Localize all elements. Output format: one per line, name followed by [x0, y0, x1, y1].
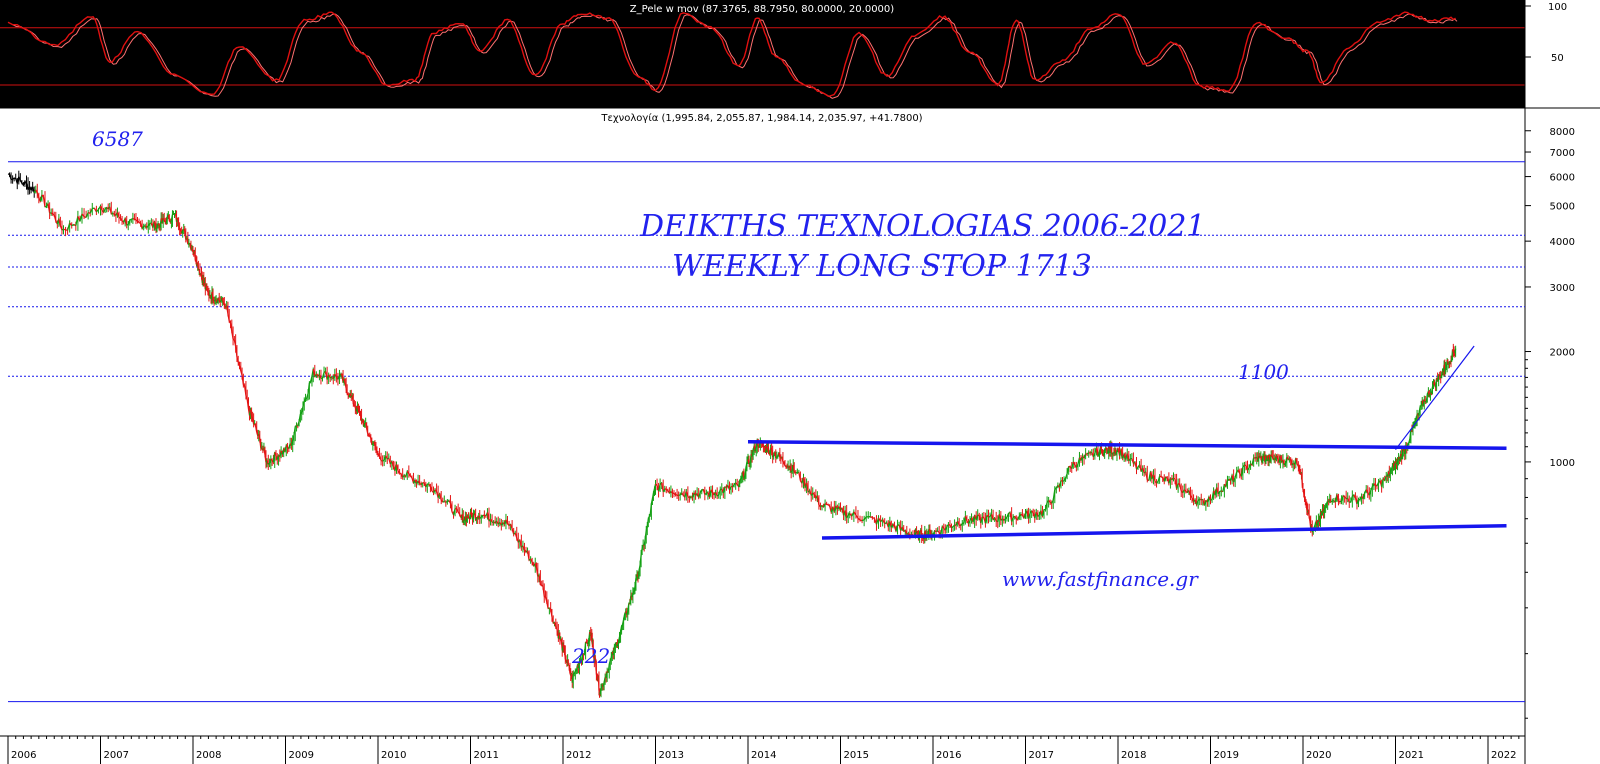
- x-tick-label: 2019: [1214, 750, 1239, 761]
- x-tick-label: 2017: [1029, 750, 1054, 761]
- y-tick-label: 6000: [1550, 173, 1575, 184]
- trendline: [821, 523, 1507, 540]
- x-tick-label: 2009: [289, 750, 314, 761]
- y-tick-label: 8000: [1550, 127, 1575, 138]
- annotation-website: www.fastfinance.gr: [1002, 567, 1199, 591]
- x-tick-label: 2015: [844, 750, 869, 761]
- osc-tick-50: 50: [1551, 53, 1564, 64]
- x-tick-label: 2006: [11, 750, 36, 761]
- y-tick-label: 3000: [1550, 283, 1575, 294]
- osc-tick-100: 100: [1548, 2, 1567, 13]
- price-title: Τεχνολογία (1,995.84, 2,055.87, 1,984.14…: [600, 112, 922, 124]
- oscillator-axis: [1525, 0, 1600, 108]
- x-tick-label: 2012: [566, 750, 591, 761]
- x-tick-label: 2020: [1306, 750, 1331, 761]
- horizontal-levels: [8, 161, 1525, 703]
- x-tick-label: 2014: [751, 750, 776, 761]
- trendline: [1395, 345, 1475, 451]
- x-tick-label: 2022: [1491, 750, 1516, 761]
- x-tick-label: 2007: [104, 750, 129, 761]
- price-axis: 8000 7000 6000 5000 4000 3000 2000 1000: [1525, 127, 1575, 719]
- trendlines: [747, 345, 1507, 540]
- x-tick-label: 2011: [474, 750, 499, 761]
- oscillator-pane: [0, 0, 1525, 108]
- y-tick-label: 5000: [1550, 202, 1575, 213]
- oscillator-title: Z_Pele w mov (87.3765, 88.7950, 80.0000,…: [630, 4, 894, 15]
- x-tick-label: 2018: [1121, 750, 1146, 761]
- trendline: [747, 439, 1507, 450]
- y-tick-label: 2000: [1550, 348, 1575, 359]
- annotation-title-line1: DEIKTHS TEXNOLOGIAS 2006-2021: [639, 209, 1206, 244]
- y-tick-label: 7000: [1550, 148, 1575, 159]
- time-axis: 2006 2007 2008 2009 2010 2011 2012 2013 2014 2015…: [0, 735, 1525, 764]
- annotation-label-bottom: 222: [571, 644, 610, 668]
- x-tick-label: 2016: [936, 750, 961, 761]
- oscillator-line: [7, 11, 1456, 98]
- x-tick-label: 2013: [659, 750, 684, 761]
- x-tick-label: 2010: [381, 750, 406, 761]
- y-tick-label: 4000: [1550, 237, 1575, 248]
- x-tick-label: 2008: [196, 750, 221, 761]
- x-tick-label: 2021: [1399, 750, 1424, 761]
- annotation-title-line2: WEEKLY LONG STOP 1713: [672, 249, 1092, 284]
- y-tick-label: 1000: [1550, 458, 1575, 469]
- oscillator-axis-ticks: 100 50: [1525, 2, 1567, 64]
- annotation-label-resistance: 1100: [1238, 360, 1289, 384]
- annotation-label-top: 6587: [92, 127, 143, 151]
